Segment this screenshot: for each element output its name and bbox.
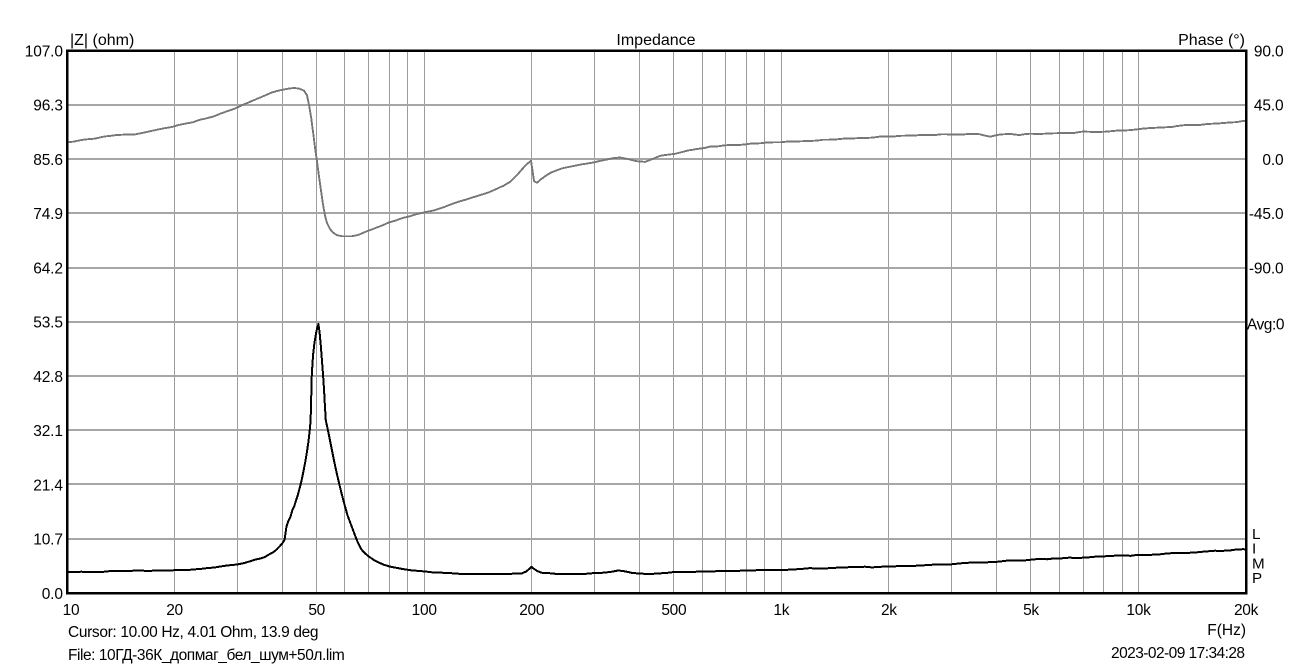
svg-text:50: 50 — [308, 602, 325, 619]
svg-text:L: L — [1252, 526, 1260, 543]
svg-text:74.9: 74.9 — [33, 206, 63, 223]
svg-text:2k: 2k — [881, 602, 897, 619]
svg-text:10: 10 — [63, 602, 80, 619]
svg-text:100: 100 — [412, 602, 438, 619]
svg-text:I: I — [1252, 541, 1256, 558]
svg-text:2023-02-09 17:34:28: 2023-02-09 17:34:28 — [1111, 645, 1244, 662]
svg-text:96.3: 96.3 — [33, 98, 63, 115]
svg-text:21.4: 21.4 — [33, 477, 63, 494]
svg-text:Phase (°): Phase (°) — [1178, 32, 1245, 49]
svg-text:20k: 20k — [1234, 602, 1259, 619]
svg-text:|Z| (ohm): |Z| (ohm) — [70, 32, 134, 49]
svg-text:1k: 1k — [773, 602, 789, 619]
svg-text:0.0: 0.0 — [42, 586, 64, 603]
svg-text:10k: 10k — [1126, 602, 1151, 619]
svg-text:90.0: 90.0 — [1254, 43, 1284, 60]
svg-text:M: M — [1252, 555, 1264, 572]
svg-text:85.6: 85.6 — [33, 152, 63, 169]
svg-text:Impedance: Impedance — [616, 32, 695, 49]
svg-text:5k: 5k — [1023, 602, 1039, 619]
svg-text:File: 10ГД-36К_допмаг_бел_шум+: File: 10ГД-36К_допмаг_бел_шум+50л.lim — [68, 647, 344, 664]
svg-text:-90.0: -90.0 — [1249, 260, 1284, 277]
svg-text:32.1: 32.1 — [33, 423, 63, 440]
svg-text:64.2: 64.2 — [33, 260, 63, 277]
svg-text:53.5: 53.5 — [33, 315, 63, 332]
svg-text:45.0: 45.0 — [1254, 98, 1284, 115]
svg-text:Cursor: 10.00 Hz, 4.01 Ohm, 13: Cursor: 10.00 Hz, 4.01 Ohm, 13.9 deg — [68, 624, 318, 641]
svg-text:107.0: 107.0 — [25, 43, 64, 60]
svg-text:-45.0: -45.0 — [1249, 206, 1284, 223]
svg-text:P: P — [1252, 570, 1262, 587]
svg-text:F(Hz): F(Hz) — [1207, 622, 1246, 639]
svg-text:500: 500 — [661, 602, 687, 619]
svg-text:200: 200 — [519, 602, 545, 619]
svg-text:10.7: 10.7 — [33, 532, 63, 549]
svg-text:42.8: 42.8 — [33, 369, 63, 386]
svg-text:0.0: 0.0 — [1262, 152, 1284, 169]
svg-text:Avg:0: Avg:0 — [1247, 317, 1285, 334]
svg-text:20: 20 — [166, 602, 183, 619]
